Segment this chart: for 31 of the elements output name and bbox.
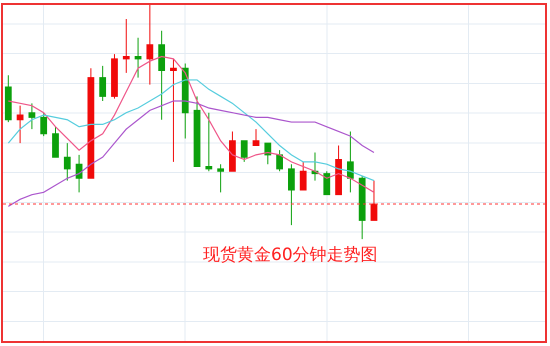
text: 现货黄金60分钟走势图 [203, 245, 378, 265]
candlestick [229, 130, 236, 172]
candlestick [158, 30, 166, 120]
candlestick [370, 180, 378, 221]
candlestick [146, 5, 154, 86]
candlestick [358, 175, 366, 240]
candlestick [346, 130, 354, 193]
candlestick [264, 142, 272, 165]
candlestick [122, 18, 130, 74]
candlestick [111, 54, 118, 100]
candlestick [182, 63, 189, 139]
candlestick [16, 105, 24, 144]
candlestick [28, 102, 36, 130]
candlestick [4, 74, 12, 123]
candlestick [252, 128, 260, 146]
candlestick [64, 142, 71, 182]
candlestick [76, 154, 82, 193]
candlestick [217, 164, 224, 193]
candlestick [335, 144, 342, 196]
candlestick [300, 161, 307, 190]
candlestick [240, 140, 248, 162]
candlestick [205, 112, 212, 172]
candlestick [87, 68, 94, 179]
candlestick [99, 65, 106, 102]
candlestick [194, 96, 200, 168]
candlestick [134, 37, 142, 78]
candlestick [40, 112, 48, 137]
candlestick [52, 126, 59, 158]
candlestick [288, 164, 295, 226]
candlestick [170, 58, 177, 162]
candlestick [276, 150, 283, 172]
